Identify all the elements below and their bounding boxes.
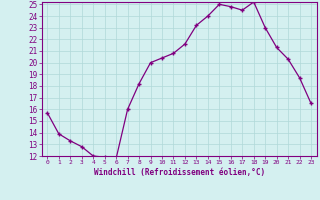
- X-axis label: Windchill (Refroidissement éolien,°C): Windchill (Refroidissement éolien,°C): [94, 168, 265, 177]
